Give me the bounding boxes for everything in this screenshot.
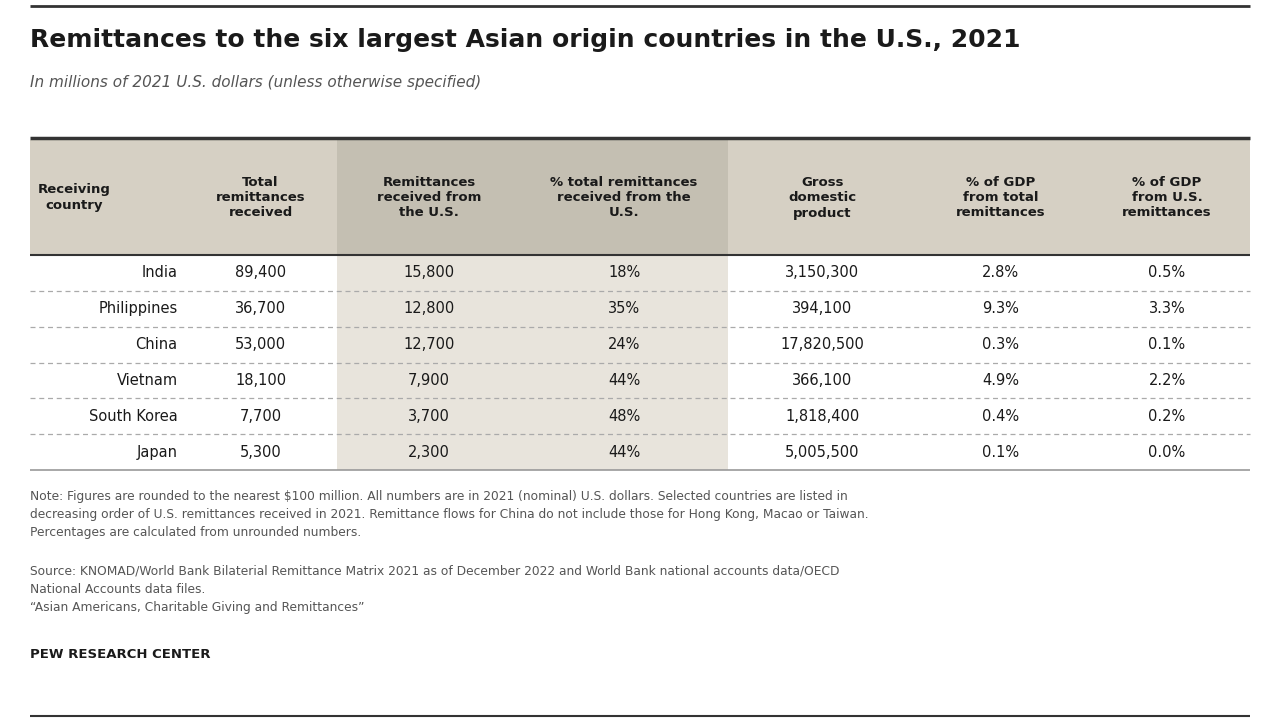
- Text: National Accounts data files.: National Accounts data files.: [29, 583, 205, 596]
- Text: Vietnam: Vietnam: [116, 373, 178, 388]
- Bar: [521, 255, 728, 291]
- Bar: [916, 140, 1084, 255]
- Text: % of GDP
from total
remittances: % of GDP from total remittances: [956, 175, 1046, 219]
- Text: “Asian Americans, Charitable Giving and Remittances”: “Asian Americans, Charitable Giving and …: [29, 601, 365, 614]
- Text: 0.1%: 0.1%: [982, 445, 1019, 460]
- Text: 15,800: 15,800: [403, 266, 454, 280]
- Text: 9.3%: 9.3%: [982, 301, 1019, 316]
- Text: 53,000: 53,000: [236, 337, 287, 352]
- Text: 0.0%: 0.0%: [1148, 445, 1185, 460]
- Text: 24%: 24%: [608, 337, 640, 352]
- Text: 2.2%: 2.2%: [1148, 373, 1185, 388]
- Bar: [338, 434, 521, 470]
- Bar: [521, 434, 728, 470]
- Text: Japan: Japan: [137, 445, 178, 460]
- Text: 5,300: 5,300: [239, 445, 282, 460]
- Text: 0.1%: 0.1%: [1148, 337, 1185, 352]
- Text: Philippines: Philippines: [99, 301, 178, 316]
- Text: 2.8%: 2.8%: [982, 266, 1019, 280]
- Text: 1,818,400: 1,818,400: [785, 409, 859, 424]
- Text: Percentages are calculated from unrounded numbers.: Percentages are calculated from unrounde…: [29, 526, 361, 539]
- Text: Gross
domestic
product: Gross domestic product: [788, 175, 856, 219]
- Text: Receiving
country: Receiving country: [38, 183, 111, 211]
- Text: 394,100: 394,100: [792, 301, 852, 316]
- Bar: [338, 363, 521, 398]
- Bar: [521, 363, 728, 398]
- Text: Total
remittances
received: Total remittances received: [216, 175, 306, 219]
- Text: 7,900: 7,900: [408, 373, 451, 388]
- Text: India: India: [142, 266, 178, 280]
- Text: Note: Figures are rounded to the nearest $100 million. All numbers are in 2021 (: Note: Figures are rounded to the nearest…: [29, 490, 847, 503]
- Text: 12,700: 12,700: [403, 337, 454, 352]
- Text: 12,800: 12,800: [403, 301, 454, 316]
- Text: 4.9%: 4.9%: [982, 373, 1019, 388]
- Text: 36,700: 36,700: [236, 301, 287, 316]
- Text: 7,700: 7,700: [239, 409, 282, 424]
- Bar: [29, 140, 184, 255]
- Text: South Korea: South Korea: [90, 409, 178, 424]
- Text: 2,300: 2,300: [408, 445, 449, 460]
- Text: % total remittances
received from the
U.S.: % total remittances received from the U.…: [550, 175, 698, 219]
- Text: In millions of 2021 U.S. dollars (unless otherwise specified): In millions of 2021 U.S. dollars (unless…: [29, 75, 481, 90]
- Text: China: China: [136, 337, 178, 352]
- Bar: [521, 140, 728, 255]
- Text: 0.5%: 0.5%: [1148, 266, 1185, 280]
- Text: 5,005,500: 5,005,500: [785, 445, 860, 460]
- Text: 0.4%: 0.4%: [982, 409, 1019, 424]
- Text: 48%: 48%: [608, 409, 640, 424]
- Text: 3,150,300: 3,150,300: [786, 266, 859, 280]
- Text: 89,400: 89,400: [236, 266, 287, 280]
- Text: Source: KNOMAD/World Bank Bilaterial Remittance Matrix 2021 as of December 2022 : Source: KNOMAD/World Bank Bilaterial Rem…: [29, 565, 840, 578]
- Bar: [338, 140, 521, 255]
- Bar: [1084, 140, 1251, 255]
- Bar: [521, 398, 728, 434]
- Text: Remittances to the six largest Asian origin countries in the U.S., 2021: Remittances to the six largest Asian ori…: [29, 28, 1020, 52]
- Text: % of GDP
from U.S.
remittances: % of GDP from U.S. remittances: [1123, 175, 1212, 219]
- Text: decreasing order of U.S. remittances received in 2021. Remittance flows for Chin: decreasing order of U.S. remittances rec…: [29, 508, 869, 521]
- Text: 18,100: 18,100: [236, 373, 287, 388]
- Bar: [338, 327, 521, 363]
- Text: PEW RESEARCH CENTER: PEW RESEARCH CENTER: [29, 648, 210, 661]
- Bar: [338, 291, 521, 327]
- Text: 3,700: 3,700: [408, 409, 449, 424]
- Text: Remittances
received from
the U.S.: Remittances received from the U.S.: [376, 175, 481, 219]
- Text: 18%: 18%: [608, 266, 640, 280]
- Text: 44%: 44%: [608, 445, 640, 460]
- Text: 44%: 44%: [608, 373, 640, 388]
- Bar: [338, 398, 521, 434]
- Bar: [728, 140, 916, 255]
- Bar: [338, 255, 521, 291]
- Text: 3.3%: 3.3%: [1148, 301, 1185, 316]
- Text: 35%: 35%: [608, 301, 640, 316]
- Text: 0.3%: 0.3%: [982, 337, 1019, 352]
- Bar: [521, 327, 728, 363]
- Bar: [521, 291, 728, 327]
- Text: 0.2%: 0.2%: [1148, 409, 1185, 424]
- Bar: [184, 140, 338, 255]
- Text: 17,820,500: 17,820,500: [781, 337, 864, 352]
- Text: 366,100: 366,100: [792, 373, 852, 388]
